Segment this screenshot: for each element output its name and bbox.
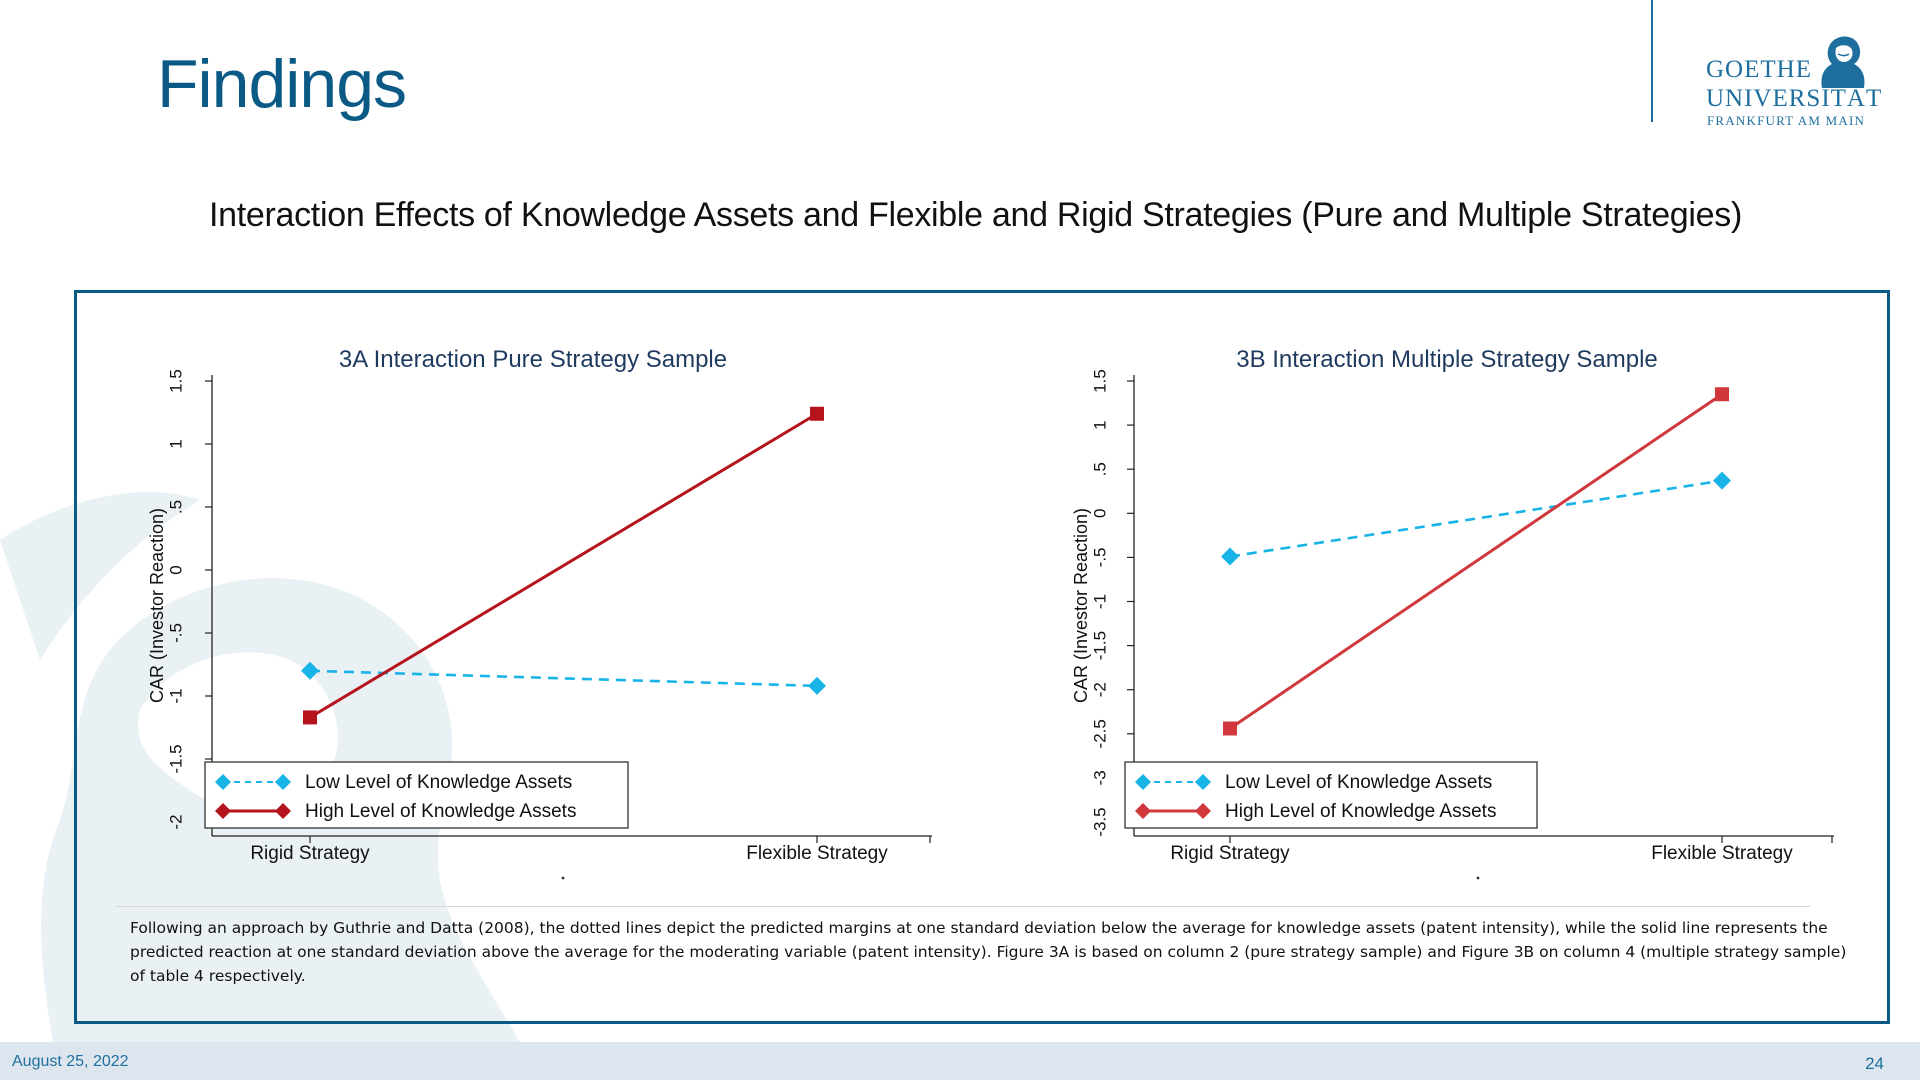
legend-swatch-marker <box>1195 803 1211 819</box>
axis-dot <box>1476 876 1480 880</box>
legend-label: High Level of Knowledge Assets <box>1225 801 1496 822</box>
series-low-line <box>1229 479 1723 558</box>
y-tick-label: -2 <box>166 814 185 829</box>
legend-label: Low Level of Knowledge Assets <box>1225 772 1492 793</box>
series-high-line <box>309 412 818 719</box>
legend-swatch-marker <box>215 803 231 819</box>
data-point-high <box>810 406 824 421</box>
y-tick-label: -1.5 <box>1090 631 1109 660</box>
x-tick-label: Flexible Strategy <box>1651 843 1793 864</box>
y-tick-label: -3.5 <box>1090 807 1109 836</box>
caption-divider <box>115 906 1810 907</box>
y-tick-label: 0 <box>166 565 185 574</box>
data-point-high <box>303 710 317 725</box>
legend-label: High Level of Knowledge Assets <box>305 801 576 822</box>
chart-3b: 3B Interaction Multiple Strategy Sample -… <box>1071 346 1834 880</box>
legend-swatch-marker <box>275 803 291 819</box>
legend-box <box>204 761 629 829</box>
chart-title: 3A Interaction Pure Strategy Sample <box>339 346 727 373</box>
y-axis-label: CAR (Investor Reaction) <box>1071 508 1091 703</box>
logo-line-2: UNIVERSITÄT <box>1706 85 1883 112</box>
figure-frame <box>74 290 1890 1024</box>
y-tick-label: -2.5 <box>1090 719 1109 748</box>
page-number: 24 <box>1865 1054 1884 1073</box>
y-tick-label: -.5 <box>1090 547 1109 567</box>
goethe-portrait-icon <box>1821 36 1865 88</box>
logo-divider <box>1651 0 1653 122</box>
figure-caption: Following an approach by Guthrie and Dat… <box>130 919 1847 985</box>
data-point-low <box>1221 547 1239 566</box>
slide-title: Findings <box>157 46 407 122</box>
y-tick-label: -3 <box>1090 770 1109 785</box>
data-point-high <box>1715 387 1729 402</box>
legend-box <box>1124 761 1538 829</box>
y-tick-label: .5 <box>1090 462 1109 476</box>
y-tick-label: -2 <box>1090 682 1109 697</box>
y-tick-label: -1 <box>1090 594 1109 609</box>
slide-footer: August 25, 2022 24 <box>0 1042 1920 1080</box>
axis-dot <box>561 876 565 880</box>
y-tick-label: 1.5 <box>1090 369 1109 393</box>
data-point-low <box>808 676 826 695</box>
y-tick-label: 1 <box>1090 420 1109 429</box>
university-logo: GOETHE UNIVERSITÄT FRANKFURT AM MAIN <box>1700 28 1883 128</box>
data-point-low <box>301 661 319 680</box>
chart-3a: 3A Interaction Pure Strategy Sample -2 -1.… <box>147 346 932 880</box>
legend-swatch-marker <box>215 774 231 790</box>
legend-swatch-marker <box>1135 774 1151 790</box>
y-tick-label: -1 <box>166 688 185 703</box>
data-point-low <box>1713 471 1731 490</box>
logo-line-1: GOETHE <box>1706 56 1812 83</box>
y-tick-label: .5 <box>166 500 185 514</box>
charts-canvas: 3A Interaction Pure Strategy Sample -2 -1.… <box>147 346 1834 880</box>
y-axis-label: CAR (Investor Reaction) <box>147 508 167 703</box>
legend-swatch-marker <box>1135 803 1151 819</box>
y-tick-label: 1 <box>166 439 185 448</box>
x-tick-label: Rigid Strategy <box>1170 843 1290 864</box>
slide-subtitle: Interaction Effects of Knowledge Assets … <box>208 196 1743 234</box>
y-tick-label: -1.5 <box>166 744 185 773</box>
x-tick-label: Flexible Strategy <box>746 843 888 864</box>
x-tick-label: Rigid Strategy <box>250 843 370 864</box>
legend-swatch-marker <box>1195 774 1211 790</box>
y-tick-label: 0 <box>1090 509 1109 518</box>
y-tick-label: 1.5 <box>166 369 185 393</box>
legend-swatch-marker <box>275 774 291 790</box>
legend-label: Low Level of Knowledge Assets <box>305 772 572 793</box>
chart-title: 3B Interaction Multiple Strategy Sample <box>1236 346 1658 373</box>
slide-date: August 25, 2022 <box>12 1053 129 1070</box>
data-point-high <box>1223 721 1237 736</box>
logo-line-3: FRANKFURT AM MAIN <box>1707 113 1866 128</box>
series-high-line <box>1229 392 1723 730</box>
y-tick-label: -.5 <box>166 623 185 643</box>
